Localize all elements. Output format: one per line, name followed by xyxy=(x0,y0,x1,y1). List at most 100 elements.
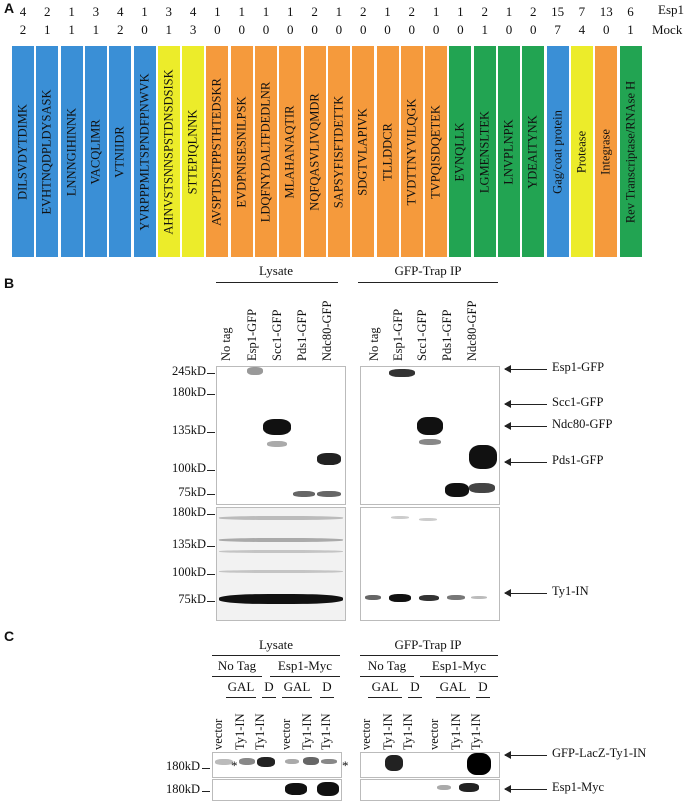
band-pds1-ip xyxy=(445,483,469,497)
peptide-label: AHNVSTSNNSPSTDNSDSISK xyxy=(161,68,176,235)
band-ndc80-lysate xyxy=(317,453,341,465)
peptide-label: DILSVDYTDIMK xyxy=(15,103,30,200)
panel-b-lysate-header: Lysate xyxy=(259,263,293,278)
arrow-label: Esp1-GFP xyxy=(552,360,605,374)
panel-c-lysate-underline xyxy=(212,655,340,656)
count-esp1: 13 xyxy=(599,4,613,19)
peptide-label: EVDPNISESNILPSK xyxy=(234,95,249,208)
group-underline xyxy=(270,676,340,677)
count-esp1: 1 xyxy=(384,4,391,19)
band-c-myc-lys-2 xyxy=(317,782,339,796)
condition-underline xyxy=(320,697,334,698)
lane-label-c: Ty1-IN xyxy=(300,713,314,750)
peptide-cell: LDQFNYDALTFDEDLNR xyxy=(255,46,277,257)
peptide-label: SDGTVLAPIVK xyxy=(355,107,370,196)
count-esp1: 1 xyxy=(238,4,245,19)
condition-label: GAL xyxy=(439,679,467,694)
band-ip-ty1in-notag xyxy=(365,595,381,600)
peptide-label: YDEAITYNK xyxy=(525,114,540,189)
lane-label-ip: No tag xyxy=(367,327,381,361)
peptide-cell: LGMENSLTEK xyxy=(473,46,496,257)
band-ip-faint-2 xyxy=(419,518,437,521)
mw-tick xyxy=(207,373,215,374)
peptide-cell: Rev Transcriptase/RNAse H xyxy=(619,46,642,257)
band-c-myc-ip-2 xyxy=(459,783,479,792)
count-mock: 0 xyxy=(214,22,221,37)
group-underline xyxy=(360,676,414,677)
band-lysate-120 xyxy=(219,550,343,553)
mw-marker: 135kD xyxy=(171,537,206,551)
count-esp1: 3 xyxy=(165,4,173,19)
count-esp1: 4 xyxy=(189,4,197,19)
lane-label-ip: Esp1-GFP xyxy=(391,308,405,361)
count-mock: 2 xyxy=(19,22,27,37)
peptide-label: Gag/coat protein xyxy=(550,109,565,194)
peptide-cell: Integrase xyxy=(595,46,618,257)
peptide-label: VACQLIMR xyxy=(88,118,103,185)
lane-label-ip: Ndc80-GFP xyxy=(465,300,479,361)
peptide-label: SAPSYFISFTDETTK xyxy=(331,95,346,208)
band-c-lys-6 xyxy=(321,759,337,764)
band-scc1-ip xyxy=(417,417,443,435)
mw-tick xyxy=(202,791,210,792)
mw-marker: 180kD xyxy=(165,759,200,773)
peptide-cell: DILSVDYTDIMK xyxy=(12,46,34,257)
panel-b-lysate-blot-bottom xyxy=(216,507,346,621)
arrow xyxy=(504,400,547,408)
condition-label: D xyxy=(410,679,420,694)
peptide-label: NQFQASVLIVQMDR xyxy=(307,92,322,211)
count-mock: 4 xyxy=(578,22,586,37)
band-ndc80-ip xyxy=(469,445,497,469)
asterisk-1: * xyxy=(231,758,238,773)
band-esp1-ip xyxy=(389,369,415,377)
count-mock: 0 xyxy=(530,22,537,37)
peptide-label: STTEPIQLNNK xyxy=(185,109,200,194)
peptide-label: MLAHANAQTIR xyxy=(282,104,297,199)
count-esp1: 2 xyxy=(530,4,537,19)
count-mock: 0 xyxy=(262,22,270,37)
count-mock: 0 xyxy=(505,22,513,37)
arrow-label: Scc1-GFP xyxy=(552,395,604,409)
peptide-label: LNNNGIHINNK xyxy=(64,107,79,196)
peptide-label: EVHTNQDPLDYSASK xyxy=(39,88,54,215)
lane-label-c: vector xyxy=(359,718,373,750)
peptide-cell: Protease xyxy=(570,46,593,257)
peptide-label: VTNIIDR xyxy=(112,125,127,178)
peptide-cell: SDGTVLAPIVK xyxy=(352,46,375,257)
mw-tick xyxy=(207,432,215,433)
band-ip-ty1in-scc1 xyxy=(419,595,439,601)
count-esp1: 2 xyxy=(359,4,367,19)
arrow-label: GFP-LacZ-Ty1-IN xyxy=(552,746,647,760)
count-esp1: 2 xyxy=(44,4,51,19)
count-esp1: 1 xyxy=(335,4,343,19)
lane-label-c: Ty1-IN xyxy=(469,713,483,750)
count-mock: 1 xyxy=(92,22,100,37)
band-c-lys-4 xyxy=(285,759,299,764)
count-esp1: 1 xyxy=(141,4,148,19)
lane-label-lysate: No tag xyxy=(219,327,233,361)
lane-label-c: Ty1-IN xyxy=(253,713,267,750)
peptide-cell: EVNQLLK xyxy=(449,46,472,257)
peptide-cell: Gag/coat protein xyxy=(546,46,569,257)
count-esp1: 7 xyxy=(578,4,586,19)
peptide-cell: NQFQASVLIVQMDR xyxy=(303,46,326,257)
condition-underline xyxy=(262,697,276,698)
mw-tick xyxy=(207,546,215,547)
group-underline xyxy=(212,676,262,677)
count-esp1: 4 xyxy=(116,4,124,19)
band-lysate-180 xyxy=(219,516,343,520)
band-scc1-ip-b xyxy=(419,439,441,445)
count-mock: 0 xyxy=(602,22,610,37)
lane-label-c: vector xyxy=(427,718,441,750)
count-mock: 3 xyxy=(189,22,197,37)
count-esp1: 1 xyxy=(214,4,221,19)
peptide-label: LGMENSLTEK xyxy=(477,110,492,193)
peptide-cell: YDEAITYNK xyxy=(522,46,545,257)
mw-tick xyxy=(202,768,210,769)
lane-label-c: Ty1-IN xyxy=(401,713,415,750)
peptide-cell: TVDTTNYVILQGK xyxy=(400,46,423,257)
peptide-label: YVRPPPMLTSPNDFPNWVK xyxy=(137,72,151,231)
mw-marker: 75kD xyxy=(178,592,206,606)
count-mock: 0 xyxy=(457,22,464,37)
peptide-cell: TLLDDCR xyxy=(376,46,399,257)
